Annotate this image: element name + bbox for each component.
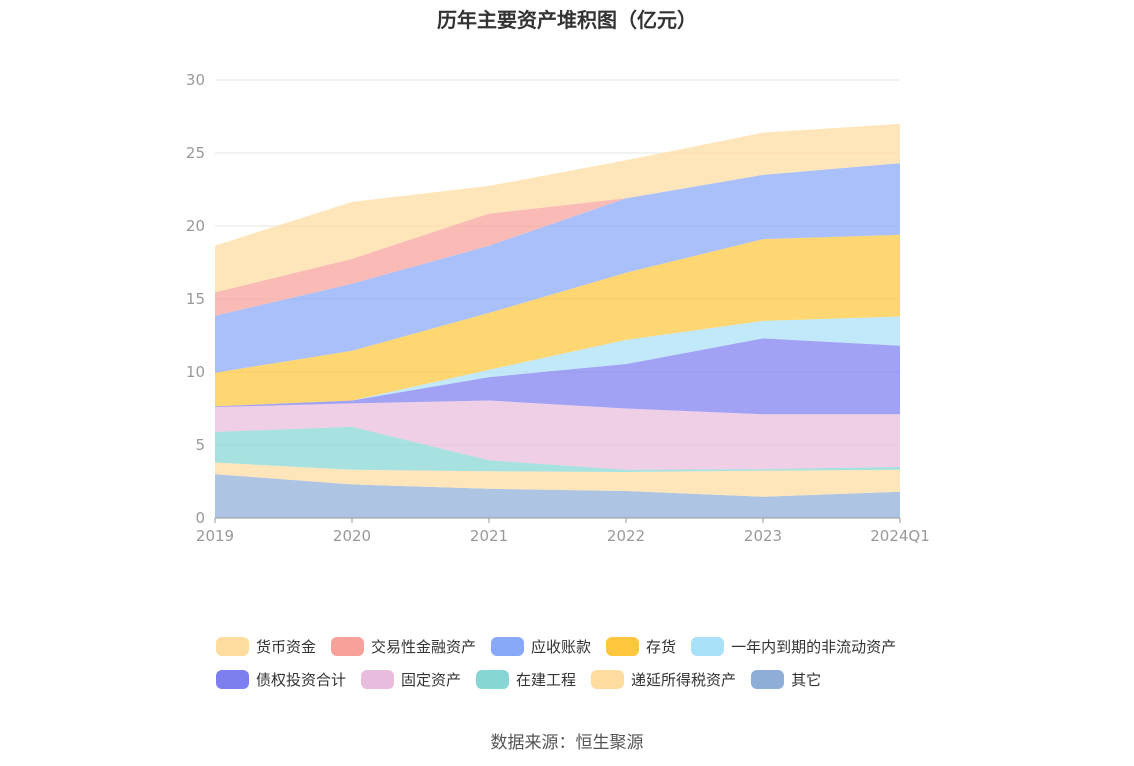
legend-label: 货币资金 xyxy=(256,638,317,656)
legend-row: 债权投资合计 固定资产 在建工程 递延所得税资产 其它 xyxy=(216,663,956,696)
legend-item[interactable]: 货币资金 xyxy=(216,636,316,657)
area-series[interactable] xyxy=(215,474,900,518)
legend-label: 一年内到期的非流动资产 xyxy=(731,638,897,656)
legend-label: 在建工程 xyxy=(516,671,577,689)
legend-item[interactable]: 固定资产 xyxy=(361,669,461,690)
area-series[interactable] xyxy=(215,426,900,472)
legend-label: 存货 xyxy=(646,638,677,656)
legend-swatch xyxy=(606,637,640,656)
legend-label: 其它 xyxy=(791,671,822,689)
legend-item[interactable]: 存货 xyxy=(606,636,676,657)
axes: 0 5 10 15 20 25 30 2019 2020 2021 2022 2023 2024Q1 xyxy=(186,71,930,545)
x-tick-label: 2020 xyxy=(333,527,371,545)
legend-item[interactable]: 在建工程 xyxy=(476,669,576,690)
legend-item[interactable]: 交易性金融资产 xyxy=(331,636,476,657)
data-source: 数据来源：恒生聚源 xyxy=(490,733,644,753)
legend-swatch xyxy=(361,670,395,689)
legend-item[interactable]: 债权投资合计 xyxy=(216,669,346,690)
legend-item[interactable]: 应收账款 xyxy=(491,636,591,657)
legend-label: 固定资产 xyxy=(401,671,462,689)
legend-item[interactable]: 其它 xyxy=(751,669,821,690)
chart-title: 历年主要资产堆积图（亿元） xyxy=(437,8,697,32)
legend-swatch xyxy=(331,637,365,656)
legend-label: 交易性金融资产 xyxy=(371,638,477,656)
legend: 货币资金 交易性金融资产 应收账款 存货 一年内到期的非流动资产债权投资合计 固定资产 在建… xyxy=(216,630,956,696)
area-series[interactable] xyxy=(215,462,900,497)
x-tick-label: 2024Q1 xyxy=(870,527,930,545)
y-tick-label: 30 xyxy=(186,71,205,89)
legend-item[interactable]: 递延所得税资产 xyxy=(591,669,736,690)
legend-swatch xyxy=(591,670,625,689)
y-tick-label: 15 xyxy=(186,290,205,308)
y-tick-label: 25 xyxy=(186,144,205,162)
area-series[interactable] xyxy=(215,316,900,407)
legend-swatch xyxy=(751,670,785,689)
y-tick-label: 10 xyxy=(186,363,205,381)
area-series[interactable] xyxy=(215,234,900,407)
legend-row: 货币资金 交易性金融资产 应收账款 存货 一年内到期的非流动资产 xyxy=(216,630,956,663)
area-series-layer xyxy=(215,123,900,518)
y-tick-label: 0 xyxy=(195,509,205,527)
x-tick-label: 2023 xyxy=(744,527,782,545)
legend-label: 债权投资合计 xyxy=(256,671,347,689)
x-tick-label: 2019 xyxy=(196,527,234,545)
area-series[interactable] xyxy=(215,123,900,293)
area-series[interactable] xyxy=(215,400,900,470)
area-series[interactable] xyxy=(215,163,900,373)
legend-label: 递延所得税资产 xyxy=(631,671,737,689)
x-tick-label: 2021 xyxy=(470,527,508,545)
legend-swatch xyxy=(216,670,249,689)
area-series[interactable] xyxy=(215,338,900,415)
legend-item[interactable]: 一年内到期的非流动资产 xyxy=(691,636,896,657)
legend-swatch xyxy=(476,670,510,689)
stacked-area-chart: 0 5 10 15 20 25 30 2019 2020 2021 2022 2023 2024Q1 xyxy=(186,71,930,545)
y-tick-label: 5 xyxy=(195,436,205,454)
legend-swatch xyxy=(491,637,525,656)
legend-swatch xyxy=(691,637,725,656)
legend-swatch xyxy=(216,637,249,656)
legend-label: 应收账款 xyxy=(531,638,592,656)
x-tick-label: 2022 xyxy=(607,527,645,545)
y-tick-label: 20 xyxy=(186,217,205,235)
